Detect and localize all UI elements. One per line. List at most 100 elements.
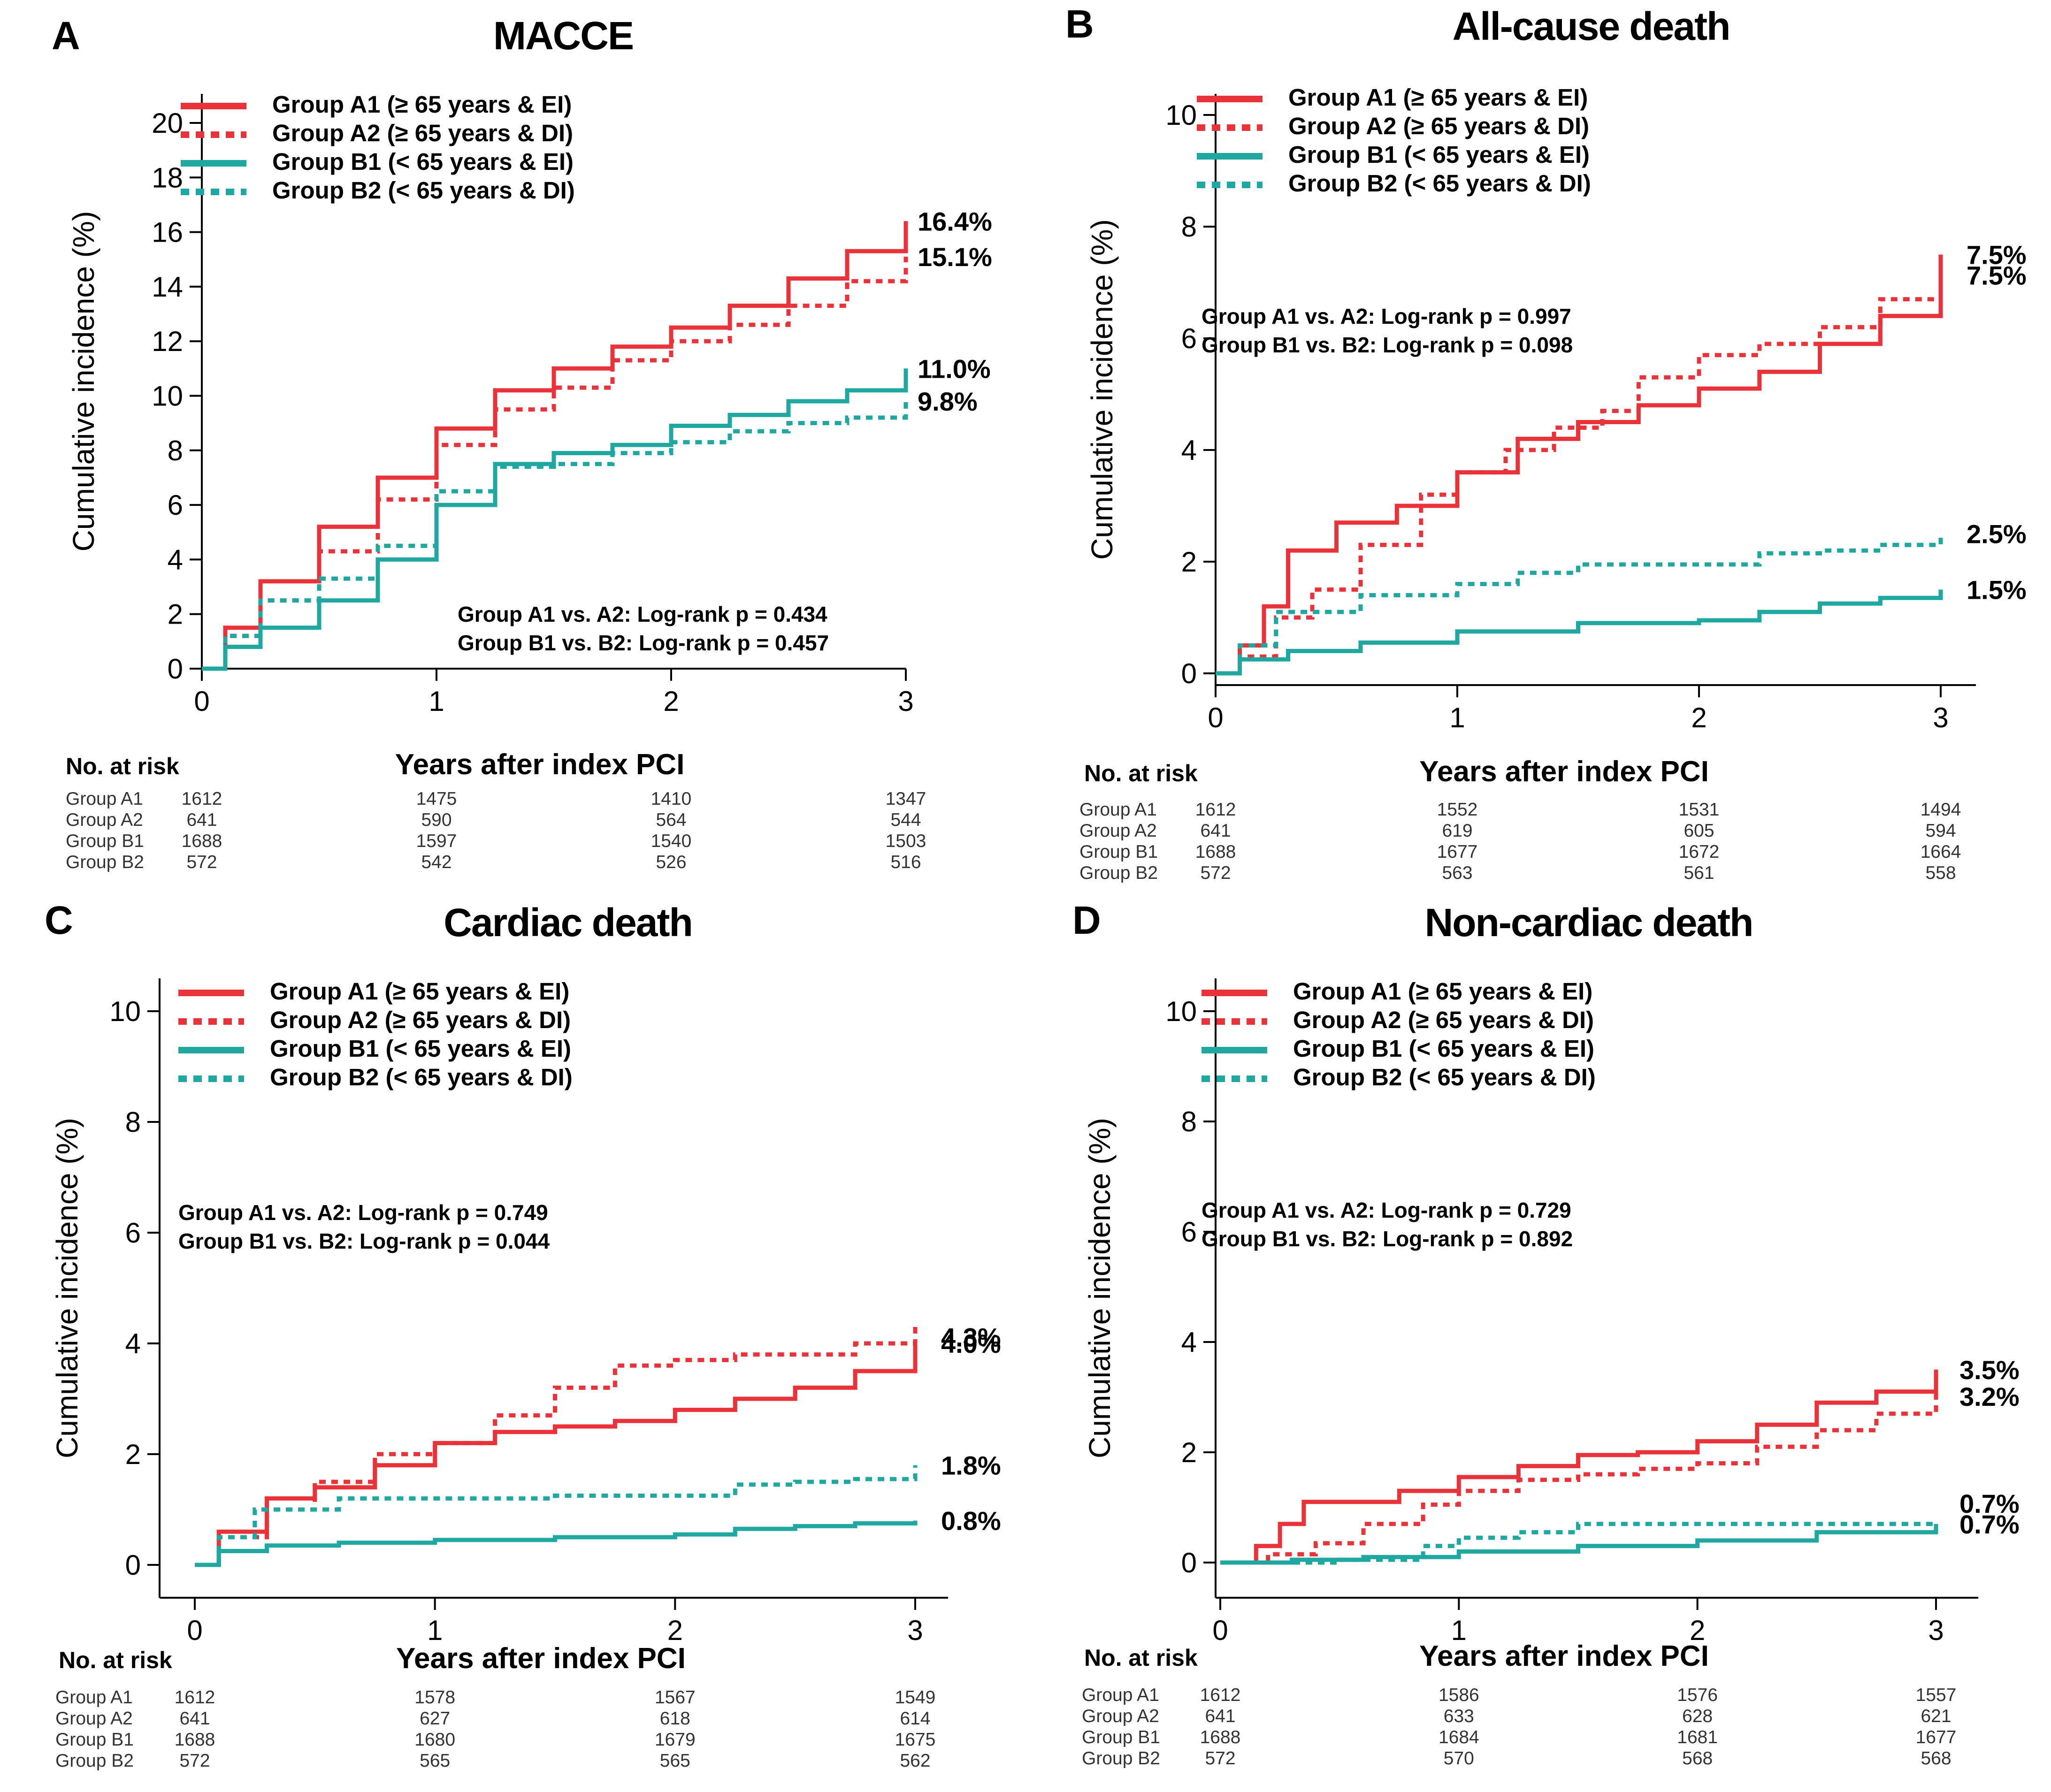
- y-tick-label: 20: [152, 107, 183, 139]
- x-tick-label: 2: [663, 686, 679, 717]
- y-tick-label: 12: [152, 326, 183, 357]
- risk-group-label: Group B2: [1082, 1748, 1160, 1769]
- risk-count: 572: [186, 852, 217, 872]
- x-tick-label: 3: [1928, 1615, 1944, 1646]
- end-value-label: 4.3%: [941, 1323, 1001, 1352]
- end-value-label: 1.5%: [1967, 575, 2027, 605]
- legend-label: Group A1 (≥ 65 years & EI): [1288, 84, 1588, 111]
- risk-count: 526: [656, 852, 686, 872]
- risk-count: 565: [420, 1751, 450, 1771]
- risk-count: 1557: [1916, 1685, 1957, 1705]
- legend-label: Group B1 (< 65 years & EI): [272, 148, 574, 175]
- risk-group-label: Group B2: [66, 852, 144, 872]
- y-tick-label: 10: [1165, 996, 1197, 1027]
- risk-count: 1578: [414, 1687, 455, 1708]
- risk-count: 1531: [1679, 800, 1720, 820]
- y-tick-label: 0: [168, 653, 183, 685]
- risk-count: 516: [890, 852, 921, 872]
- panel-title: Cardiac death: [444, 900, 692, 945]
- risk-count: 565: [660, 1751, 690, 1771]
- risk-count: 605: [1684, 821, 1714, 841]
- risk-count: 627: [420, 1708, 450, 1729]
- y-tick-label: 2: [168, 599, 183, 630]
- panel-title: MACCE: [493, 14, 633, 58]
- logrank-pvalue: Group A1 vs. A2: Log-rank p = 0.434: [458, 602, 827, 626]
- series-line-1: [1216, 254, 1943, 676]
- y-tick-label: 4: [125, 1328, 141, 1359]
- risk-count: 1688: [1200, 1727, 1241, 1747]
- end-value-label: 4.0%: [941, 1329, 1001, 1358]
- risk-count: 1552: [1437, 800, 1478, 820]
- y-tick-label: 8: [1181, 211, 1197, 243]
- end-value-label: 0.7%: [1959, 1489, 2020, 1518]
- x-tick-label: 0: [1212, 1615, 1228, 1646]
- y-axis-title: Cumulative incidence (%): [67, 211, 100, 552]
- series-line-1: [1220, 1369, 1938, 1565]
- risk-group-label: Group A1: [66, 789, 143, 809]
- risk-count: 542: [421, 852, 452, 872]
- risk-count: 590: [421, 810, 452, 830]
- y-axis-title: Cumulative incidence (%): [1085, 219, 1119, 560]
- risk-group-label: Group B2: [1079, 863, 1158, 883]
- y-axis-title: Cumulative incidence (%): [50, 1118, 84, 1458]
- risk-group-label: Group B1: [66, 831, 144, 851]
- series-line-1: [195, 1343, 918, 1567]
- end-value-label: 2.5%: [1967, 519, 2027, 549]
- x-axis-title: Years after index PCI: [1419, 1640, 1709, 1672]
- y-tick-label: 4: [168, 544, 183, 575]
- series-line-4: [202, 401, 908, 671]
- y-tick-label: 6: [1181, 323, 1197, 354]
- risk-count: 619: [1442, 821, 1472, 841]
- risk-group-label: Group A2: [1079, 821, 1157, 841]
- risk-count: 1677: [1916, 1727, 1957, 1747]
- panel-b: B All-cause death 0 2 4 6 8 10 0 1 2 3 Cumulative in…: [1065, 2, 2027, 883]
- legend-label: Group A2 (≥ 65 years & DI): [272, 120, 573, 146]
- x-tick-label: 1: [429, 686, 444, 717]
- risk-count: 633: [1444, 1706, 1474, 1726]
- x-tick-label: 2: [1691, 702, 1707, 733]
- risk-count: 641: [1205, 1706, 1235, 1726]
- risk-count: 1672: [1679, 842, 1720, 862]
- legend-label: Group A2 (≥ 65 years & DI): [1293, 1007, 1594, 1033]
- x-tick-label: 0: [194, 686, 209, 717]
- risk-group-label: Group A2: [66, 810, 143, 830]
- risk-count: 1597: [416, 831, 457, 851]
- end-value-label: 11.0%: [918, 354, 991, 383]
- y-tick-label: 10: [152, 381, 183, 412]
- y-tick-label: 4: [1181, 1327, 1197, 1358]
- risk-group-label: Group B1: [1079, 842, 1158, 862]
- series-line-4: [195, 1465, 918, 1567]
- risk-group-label: Group B2: [55, 1751, 134, 1771]
- risk-count: 1664: [1921, 842, 1961, 862]
- logrank-pvalue: Group B1 vs. B2: Log-rank p = 0.457: [458, 631, 829, 655]
- legend-label: Group B2 (< 65 years & DI): [1293, 1064, 1596, 1090]
- x-tick-label: 2: [1690, 1615, 1705, 1646]
- risk-count: 572: [1200, 863, 1231, 883]
- panel-c: C Cardiac death 0 2 4 6 8 10 0 1 2 3 Cumulative inci…: [45, 898, 1001, 1771]
- end-value-label: 15.1%: [918, 242, 992, 272]
- legend-label: Group A2 (≥ 65 years & DI): [1288, 113, 1589, 139]
- series-line-3: [202, 368, 908, 671]
- risk-count: 1576: [1677, 1685, 1718, 1705]
- risk-count: 1688: [175, 1730, 215, 1750]
- y-tick-label: 0: [1181, 658, 1197, 689]
- y-tick-label: 0: [1181, 1547, 1197, 1578]
- risk-count: 1475: [416, 789, 457, 809]
- legend-label: Group B2 (< 65 years & DI): [272, 177, 575, 204]
- risk-count: 568: [1921, 1748, 1951, 1769]
- logrank-pvalue: Group B1 vs. B2: Log-rank p = 0.044: [178, 1229, 550, 1253]
- x-tick-label: 2: [667, 1615, 683, 1646]
- risk-count: 641: [1200, 821, 1231, 841]
- x-tick-label: 3: [1933, 702, 1948, 733]
- y-tick-label: 4: [1181, 435, 1197, 466]
- risk-count: 641: [179, 1708, 210, 1729]
- risk-count: 1677: [1437, 842, 1478, 862]
- legend-label: Group B2 (< 65 years & DI): [1288, 170, 1591, 197]
- panel-letter: A: [52, 14, 80, 58]
- risk-count: 628: [1682, 1706, 1713, 1726]
- end-value-label: 1.8%: [941, 1451, 1001, 1480]
- y-tick-label: 8: [125, 1106, 141, 1138]
- legend-label: Group A1 (≥ 65 years & EI): [1293, 978, 1592, 1005]
- x-tick-label: 0: [1208, 702, 1223, 733]
- y-tick-label: 8: [168, 435, 183, 466]
